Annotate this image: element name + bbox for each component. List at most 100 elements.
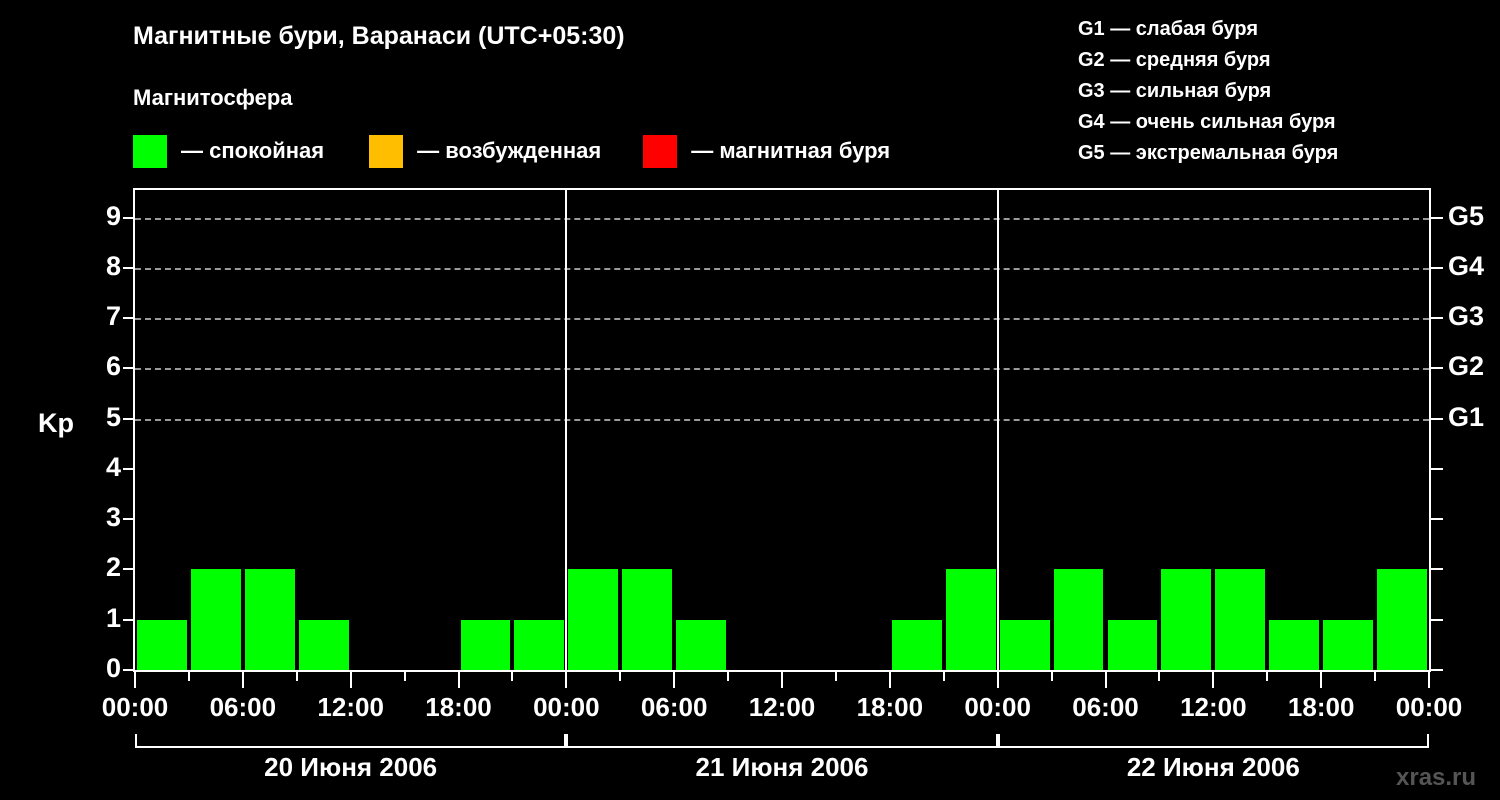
y-tick-mark-1 — [123, 618, 133, 621]
x-tick-label-3: 18:00 — [425, 692, 492, 722]
g-tick-label-G3: G3 — [1448, 301, 1485, 332]
y-tick-label-1: 1 — [105, 602, 121, 633]
y-tick-label-4: 4 — [105, 451, 121, 482]
x-tick-minor-11 — [727, 672, 730, 681]
day-label-2: 21 Июня 2006 — [695, 752, 869, 782]
x-tick-major-6 — [457, 672, 460, 688]
page-title: Магнитные бури, Варанаси (UTC+05:30) — [133, 22, 625, 50]
x-tick-major-16 — [996, 672, 999, 688]
y-tick-label-0: 0 — [105, 653, 121, 683]
x-tick-label-12: 00:00 — [1395, 692, 1463, 722]
x-tick-minor-23 — [1374, 672, 1377, 681]
x-tick-label-7: 18:00 — [856, 692, 924, 722]
g-tick-mark-kp-5 — [1431, 417, 1443, 420]
bar — [1215, 569, 1266, 670]
g-tick-mark-kp-8 — [1431, 266, 1443, 269]
excited-swatch-icon — [369, 134, 404, 168]
bar — [1161, 569, 1212, 670]
legend-label-excited: — возбужденная — [417, 138, 602, 163]
day-bracket-3 — [997, 734, 1429, 748]
x-tick-minor-13 — [834, 672, 837, 681]
x-tick-label-0: 00:00 — [101, 692, 169, 722]
gscale-legend: G1 — слабая буря G2 — средняя буря G3 — … — [1078, 14, 1338, 169]
bar — [460, 619, 511, 670]
x-tick-label-5: 06:00 — [640, 692, 708, 722]
day-bracket-1 — [135, 734, 567, 748]
legend-heading: Магнитосфера — [133, 85, 293, 110]
storm-swatch-icon — [643, 134, 678, 168]
g-tick-mark-kp-7 — [1431, 317, 1443, 320]
bar — [622, 569, 673, 670]
x-tick-major-22 — [1320, 672, 1323, 688]
day-separator-1 — [565, 190, 568, 670]
bar — [945, 569, 996, 670]
y-tick-mark-9 — [123, 216, 133, 219]
gscale-legend-g4: G4 — очень сильная буря — [1078, 111, 1336, 133]
y-tick-label-9: 9 — [105, 200, 121, 231]
y-tick-mark-4 — [123, 467, 133, 470]
x-tick-major-0 — [134, 672, 136, 688]
x-tick-label-2: 12:00 — [317, 692, 384, 722]
y-tick-mark-7 — [123, 317, 133, 320]
x-tick-minor-5 — [403, 672, 406, 681]
bar — [999, 619, 1050, 670]
day-separator-2 — [996, 190, 999, 670]
bar — [298, 619, 349, 670]
x-tick-major-24 — [1428, 672, 1430, 688]
x-tick-major-8 — [565, 672, 568, 688]
x-tick-minor-19 — [1158, 672, 1161, 681]
y-tick-mark-6 — [123, 367, 133, 370]
y-tick-mark-5 — [123, 417, 133, 420]
g-tick-mark-kp-2 — [1431, 568, 1443, 571]
bar — [190, 569, 241, 670]
y-tick-mark-8 — [123, 266, 133, 269]
gscale-legend-g2: G2 — средняя буря — [1078, 49, 1271, 71]
y-tick-mark-0 — [123, 669, 133, 671]
bar — [1377, 569, 1427, 670]
y-axis-label: Kp — [38, 408, 74, 438]
x-tick-label-9: 06:00 — [1072, 692, 1139, 722]
plot-area — [133, 188, 1431, 672]
bar — [568, 569, 619, 670]
bar — [137, 619, 187, 670]
y-tick-label-2: 2 — [105, 552, 121, 583]
x-tick-major-2 — [241, 672, 244, 688]
gridline-kp-8 — [135, 267, 1429, 270]
x-tick-label-6: 12:00 — [748, 692, 816, 722]
g-tick-mark-kp-9 — [1431, 216, 1443, 219]
legend-item-calm: — спокойная — [133, 133, 324, 169]
plot-inner — [135, 190, 1429, 670]
watermark: xras.ru — [1396, 764, 1477, 791]
x-tick-label-1: 06:00 — [209, 692, 277, 722]
x-tick-label-4: 00:00 — [533, 692, 600, 722]
y-tick-label-3: 3 — [105, 502, 121, 533]
y-tick-label-5: 5 — [105, 401, 121, 432]
gscale-legend-g1: G1 — слабая буря — [1078, 18, 1259, 40]
x-tick-minor-9 — [619, 672, 622, 681]
x-tick-label-11: 18:00 — [1287, 692, 1355, 722]
y-tick-mark-3 — [123, 518, 133, 521]
g-tick-mark-kp-3 — [1431, 518, 1443, 521]
day-label-3: 22 Июня 2006 — [1126, 752, 1300, 782]
g-tick-mark-kp-4 — [1431, 467, 1443, 470]
x-tick-minor-7 — [511, 672, 514, 681]
x-tick-label-8: 00:00 — [964, 692, 1031, 722]
day-label-1: 20 Июня 2006 — [264, 752, 438, 782]
g-tick-label-G2: G2 — [1448, 351, 1485, 382]
gridline-kp-9 — [135, 217, 1429, 220]
bar — [1323, 619, 1374, 670]
x-tick-major-10 — [673, 672, 676, 688]
g-tick-mark-kp-0 — [1431, 669, 1443, 671]
gridline-kp-5 — [135, 418, 1429, 421]
x-tick-major-14 — [888, 672, 891, 688]
gscale-legend-g3: G3 — сильная буря — [1078, 80, 1272, 102]
bar — [244, 569, 295, 670]
calm-swatch-icon — [133, 134, 167, 168]
bars-layer — [135, 190, 1429, 670]
magnetosphere-legend: — спокойная — возбужденная — магнитная б… — [133, 133, 890, 169]
bar — [1269, 619, 1320, 670]
bar — [891, 619, 942, 670]
x-tick-major-12 — [781, 672, 783, 688]
gscale-legend-g5: G5 — экстремальная буря — [1078, 142, 1339, 164]
x-tick-minor-3 — [295, 672, 298, 681]
